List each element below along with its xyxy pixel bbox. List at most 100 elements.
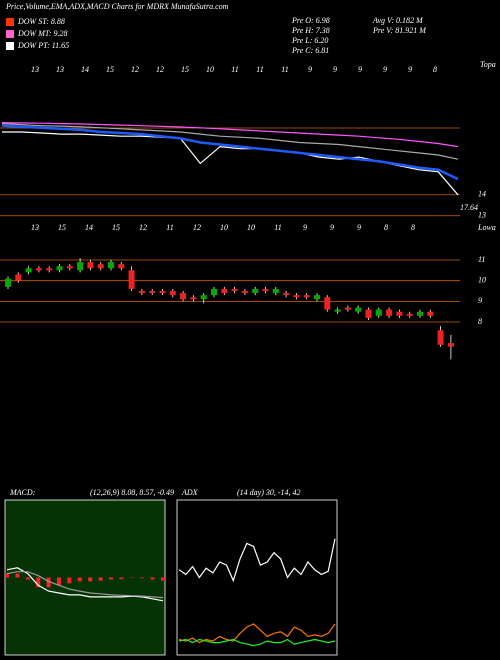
candle-body: [241, 291, 248, 294]
histogram-bar: [15, 573, 20, 578]
histogram-bar: [119, 577, 124, 580]
panel-label: ADX: [181, 488, 199, 497]
candle-body: [334, 309, 341, 312]
legend-label: DOW PT: 11.65: [17, 41, 69, 50]
info-text: Pre C: 6.81: [291, 46, 329, 55]
candle-body: [138, 291, 145, 294]
date-label: 11: [281, 65, 288, 74]
date-label: 14: [81, 65, 89, 74]
candle-body: [97, 264, 104, 269]
date-label: 10: [220, 223, 228, 232]
date-label: 9: [308, 65, 312, 74]
candle-body: [314, 295, 320, 300]
annotation: 17.64: [460, 203, 478, 212]
legend-label: DOW MT: 9.28: [17, 29, 68, 38]
date-label: 15: [112, 223, 120, 232]
candle-body: [180, 293, 187, 300]
candle-body: [365, 309, 372, 318]
candle-body: [5, 278, 11, 287]
legend-swatch: [6, 30, 14, 38]
candle-body: [87, 262, 94, 269]
date-label: 9: [303, 223, 307, 232]
candle-body: [427, 311, 434, 316]
candle-body: [211, 288, 217, 296]
histogram-bar: [36, 577, 41, 588]
y-tick-label: 11: [478, 255, 485, 264]
date-label: 8: [433, 65, 437, 74]
date-label: 13: [56, 65, 64, 74]
candle-body: [355, 307, 362, 312]
panel-params: (12,26,9) 8.08, 8.57, -0.49: [90, 488, 174, 497]
series-line: [178, 538, 336, 583]
series-line: [1, 124, 459, 181]
y-tick-label: 14: [478, 190, 486, 199]
histogram-bar: [109, 577, 113, 580]
date-label: 14: [85, 223, 93, 232]
date-label: 12: [156, 65, 164, 74]
candle-body: [324, 297, 331, 310]
legend-swatch: [6, 42, 14, 50]
date-label: 13: [31, 223, 39, 232]
y-tick-label: 13: [478, 211, 486, 220]
candle-body: [190, 297, 197, 300]
panel-label: MACD:: [9, 488, 36, 497]
candle-body: [437, 330, 444, 345]
series-line: [1, 123, 459, 160]
histogram-bar: [88, 577, 93, 582]
legend-swatch: [6, 18, 14, 26]
candle-body: [262, 288, 269, 292]
date-label: 11: [231, 65, 238, 74]
candle-body: [293, 295, 300, 298]
candle-body: [200, 295, 207, 300]
y-tick-label: 9: [478, 296, 482, 305]
info-text: Avg V: 0.182 M: [372, 16, 424, 25]
date-label: 8: [384, 223, 388, 232]
candle-body: [46, 268, 53, 271]
histogram-bar: [140, 577, 145, 579]
date-label: 8: [411, 223, 415, 232]
date-label: 13: [31, 65, 39, 74]
candle-body: [303, 295, 310, 298]
candle-body: [344, 307, 351, 310]
candle-body: [406, 313, 413, 316]
candle-body: [25, 268, 32, 273]
panel-bg: [176, 499, 338, 656]
histogram-bar: [161, 577, 165, 581]
candle-body: [447, 343, 454, 347]
date-label: 9: [357, 223, 361, 232]
candle-body: [159, 291, 166, 294]
candle-body: [108, 262, 114, 269]
date-label: 9: [383, 65, 387, 74]
date-label: 12: [193, 223, 201, 232]
candle-body: [169, 291, 176, 296]
candle-body: [283, 293, 290, 296]
series-line: [178, 638, 336, 647]
candle-body: [221, 288, 228, 294]
histogram-bar: [57, 577, 61, 586]
candle-body: [15, 274, 22, 281]
info-text: Pre O: 6.98: [291, 16, 330, 25]
histogram-bar: [150, 577, 155, 580]
date-label: 9: [330, 223, 334, 232]
series-line: [178, 623, 336, 644]
y-tick-label: 10: [478, 276, 486, 285]
series-line: [6, 571, 164, 599]
date-label: 15: [106, 65, 114, 74]
date-label: 9: [358, 65, 362, 74]
date-label: 12: [139, 223, 147, 232]
candle-body: [417, 311, 423, 316]
candle-body: [66, 266, 73, 269]
candle-body: [272, 288, 279, 294]
candle-body: [386, 309, 393, 316]
candle-body: [396, 311, 403, 316]
histogram-bar: [46, 577, 51, 588]
candle-body: [56, 266, 63, 271]
histogram-bar: [25, 577, 30, 580]
candle-body: [149, 291, 156, 294]
legend-label: DOW ST: 8.88: [17, 17, 65, 26]
info-text: Pre L: 6.20: [291, 36, 328, 45]
date-label: 10: [206, 65, 214, 74]
date-label: 11: [166, 223, 173, 232]
date-label: 15: [58, 223, 66, 232]
candle-body: [128, 270, 135, 289]
